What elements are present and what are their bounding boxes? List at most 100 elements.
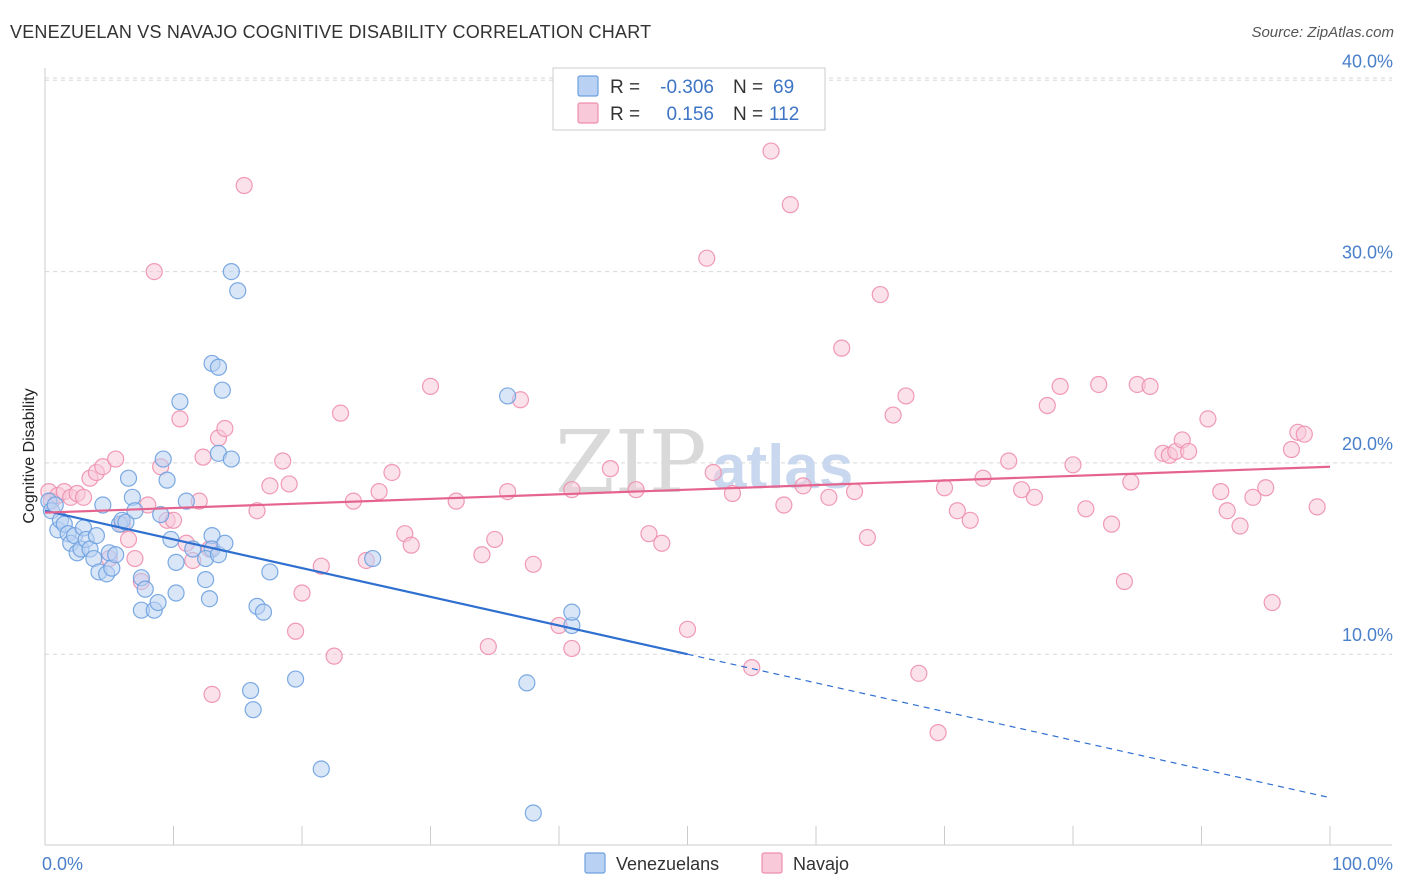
legend-swatch-venezuelans: [584, 852, 606, 874]
venezuelans-point: [149, 593, 167, 612]
navajo-point: [820, 488, 838, 506]
stats-r-value-navajo: 0.156: [666, 104, 714, 125]
navajo-point: [858, 528, 877, 547]
navajo-point: [762, 142, 780, 160]
venezuelans-point: [312, 760, 330, 778]
venezuelans-point: [94, 496, 112, 514]
navajo-point: [1051, 377, 1069, 395]
navajo-point: [910, 664, 928, 682]
venezuelans-trend-line: [44, 509, 688, 656]
navajo-point: [1141, 377, 1159, 395]
stats-n-label-navajo: N =: [733, 104, 763, 125]
navajo-trend-line: [44, 465, 1331, 514]
navajo-point: [1199, 410, 1217, 428]
navajo-point: [1012, 481, 1031, 499]
navajo-point: [871, 285, 889, 304]
navajo-point: [1212, 482, 1230, 501]
navajo-point: [1257, 479, 1275, 497]
navajo-point: [447, 492, 465, 510]
navajo-point: [274, 452, 292, 470]
navajo-point: [627, 481, 645, 499]
navajo-point: [723, 484, 742, 503]
venezuelans-point: [197, 570, 215, 589]
venezuelans-point: [524, 804, 542, 822]
navajo-point: [383, 463, 401, 482]
venezuelans-point: [518, 674, 536, 692]
venezuelans-point: [200, 590, 219, 608]
stats-n-value-navajo: 112: [769, 104, 799, 125]
venezuelans-point: [177, 492, 195, 510]
navajo-point: [312, 557, 330, 575]
navajo-point: [421, 377, 440, 395]
venezuelans-point: [136, 580, 154, 598]
navajo-point: [1295, 425, 1313, 443]
navajo-point: [293, 584, 311, 602]
navajo-point: [781, 196, 799, 214]
venezuelans-point: [46, 496, 64, 514]
watermark-zip: ZIP: [555, 413, 707, 513]
navajo-point: [653, 534, 671, 552]
y-tick-label: 40.0%: [1342, 51, 1393, 71]
venezuelans-point: [107, 546, 125, 564]
y-tick-label: 30.0%: [1342, 243, 1393, 263]
navajo-point: [640, 525, 658, 543]
navajo-point: [94, 458, 112, 476]
navajo-point: [929, 724, 947, 742]
navajo-point: [1064, 456, 1082, 474]
venezuelans-point: [158, 471, 176, 489]
x-tick-label-max: 100.0%: [1332, 854, 1393, 874]
venezuelans-point: [222, 263, 240, 281]
navajo-point: [775, 496, 793, 514]
navajo-point: [1025, 488, 1044, 506]
venezuelans-point: [87, 526, 106, 545]
navajo-point: [325, 647, 343, 665]
legend-label-venezuelans: Venezuelans: [616, 854, 719, 874]
navajo-point: [473, 546, 491, 564]
y-tick-label: 10.0%: [1342, 625, 1393, 645]
watermark: ZIP atlas: [555, 413, 853, 513]
navajo-point: [563, 639, 581, 658]
venezuelans-point: [499, 387, 517, 405]
navajo-point: [479, 637, 497, 656]
stats-n-label-venezuelans: N =: [733, 77, 763, 98]
navajo-point: [1115, 572, 1134, 591]
navajo-point: [370, 482, 388, 501]
venezuelans-point: [119, 469, 138, 487]
points-layer: [40, 142, 1326, 822]
navajo-point: [74, 488, 93, 506]
venezuelans-point: [364, 549, 382, 568]
navajo-point: [1090, 375, 1108, 394]
venezuelans-point: [229, 282, 247, 300]
x-tick-label-min: 0.0%: [42, 854, 83, 874]
navajo-point: [126, 549, 144, 568]
venezuelans-point: [286, 670, 305, 688]
venezuelans-point: [167, 584, 185, 602]
venezuelans-point: [117, 513, 135, 531]
stats-r-value-venezuelans: -0.306: [660, 77, 714, 98]
navajo-point: [1180, 442, 1198, 461]
navajo-point: [1308, 498, 1326, 516]
navajo-point: [280, 475, 298, 493]
venezuelans-point: [242, 681, 260, 700]
legend-swatch-navajo: [761, 852, 783, 874]
stats-legend: R = -0.306 N = 69 R = 0.156 N = 112: [552, 67, 826, 131]
navajo-point: [171, 410, 189, 428]
venezuelans-point: [167, 553, 185, 571]
stats-swatch-navajo: [577, 102, 599, 124]
navajo-point: [1263, 593, 1281, 612]
navajo-point: [119, 530, 138, 549]
chart-title: VENEZUELAN VS NAVAJO COGNITIVE DISABILIT…: [10, 22, 652, 42]
y-tick-label: 20.0%: [1342, 434, 1393, 454]
grid-layer: [45, 77, 1392, 655]
navajo-point: [1231, 517, 1249, 535]
navajo-point: [261, 477, 279, 495]
navajo-point: [145, 263, 163, 281]
navajo-point: [948, 502, 966, 520]
venezuelans-point: [222, 450, 240, 468]
venezuelans-point: [126, 502, 144, 520]
trend-layer: [44, 465, 1331, 799]
stats-r-label-venezuelans: R =: [610, 77, 640, 98]
venezuelans-point: [244, 701, 262, 719]
navajo-point: [698, 249, 716, 267]
